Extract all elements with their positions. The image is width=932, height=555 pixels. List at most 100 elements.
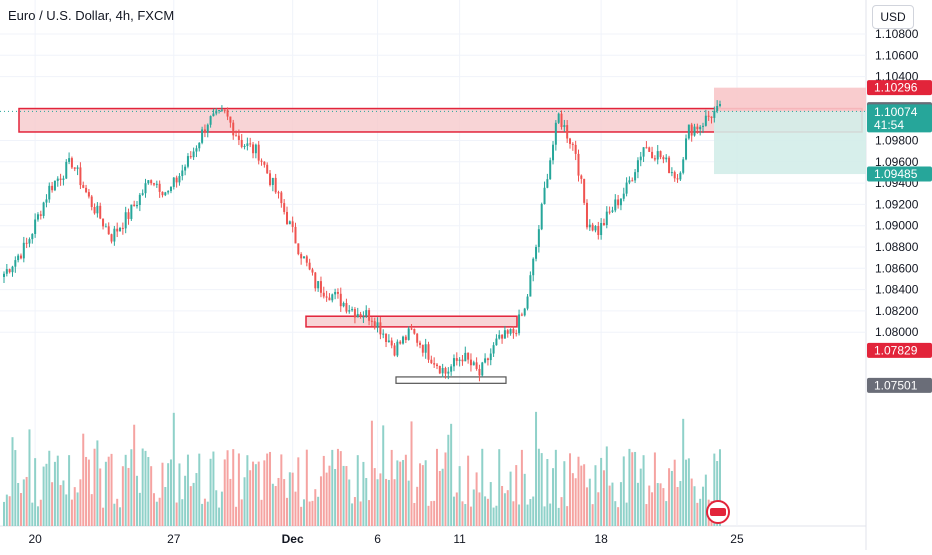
candle-body	[571, 143, 574, 145]
candle-body	[68, 158, 71, 162]
candle-body	[569, 138, 571, 144]
volume-bar	[685, 459, 688, 526]
candle-body	[286, 211, 288, 225]
candle-body	[404, 336, 407, 340]
candle-body	[79, 167, 82, 186]
candle-body	[365, 310, 368, 317]
candle-body	[252, 144, 255, 154]
volume-bar	[716, 461, 719, 526]
volume-bar	[209, 458, 212, 526]
candle-body	[136, 205, 139, 207]
volume-bar	[215, 490, 218, 526]
candle-body	[583, 178, 586, 203]
candle-body	[387, 340, 390, 343]
candle-body	[503, 330, 506, 339]
candle-body	[416, 333, 419, 343]
candle-body	[31, 233, 34, 240]
volume-bar	[319, 476, 322, 526]
volume-bar	[28, 429, 31, 526]
candle-body	[201, 129, 204, 143]
candle-body	[342, 303, 345, 307]
candle-body	[653, 158, 656, 160]
candle-body	[484, 358, 487, 363]
candle-body	[300, 254, 303, 259]
volume-bar	[110, 453, 113, 526]
volume-bar	[127, 467, 130, 526]
candle-body	[393, 345, 396, 356]
volume-bar	[549, 503, 552, 526]
x-tick-label: 6	[374, 532, 381, 546]
candle-body	[464, 352, 467, 362]
candle-body	[206, 124, 209, 133]
volume-bar	[362, 461, 365, 526]
volume-bar	[693, 486, 696, 526]
volume-bar	[59, 485, 62, 526]
candle-body	[184, 166, 187, 171]
candle-body	[22, 242, 25, 259]
volume-bar	[447, 434, 450, 526]
candle-body	[385, 333, 388, 343]
volume-bar	[345, 466, 348, 526]
volume-bar	[308, 501, 311, 526]
candle-body	[42, 202, 45, 216]
volume-bar	[11, 437, 14, 526]
volume-bar	[407, 480, 410, 526]
candle-body	[70, 158, 73, 168]
candle-body	[704, 115, 707, 126]
candle-body	[99, 205, 102, 219]
candle-body	[591, 224, 594, 231]
volume-bar	[365, 478, 368, 526]
candle-body	[73, 167, 76, 169]
candle-body	[676, 178, 679, 180]
volume-bar	[642, 455, 645, 526]
volume-bar	[178, 463, 181, 526]
volume-bar	[269, 451, 272, 526]
candle-body	[673, 172, 676, 179]
candle-body	[96, 205, 99, 214]
volume-bar	[605, 446, 608, 526]
candle-body	[76, 167, 79, 169]
tradingview-logo-icon[interactable]	[706, 500, 730, 524]
candle-body	[472, 362, 475, 366]
candle-body	[495, 338, 498, 346]
volume-bar	[563, 461, 566, 526]
volume-bar	[569, 453, 571, 526]
take-profit-label-bg	[867, 166, 932, 182]
volume-bar	[252, 461, 255, 526]
volume-bar	[506, 490, 509, 526]
candle-body	[297, 243, 300, 255]
candle-body	[608, 211, 611, 213]
candle-body	[246, 143, 249, 146]
volume-bar	[195, 473, 198, 526]
candle-body	[438, 366, 441, 374]
volume-bar	[325, 472, 328, 526]
currency-button[interactable]: USD	[872, 5, 914, 29]
candle-body	[62, 178, 65, 180]
price-axis[interactable]: 1.10800 1.10600 1.10400 1.09800 1.096001.094…	[875, 27, 919, 339]
volume-bar	[668, 468, 671, 526]
stop-loss-price-label: 1.10296	[874, 81, 918, 95]
volume-bar	[458, 466, 461, 526]
candle-body	[232, 122, 235, 136]
volume-bar	[235, 506, 238, 526]
x-tick-label: 18	[594, 532, 608, 546]
volume-bar	[322, 455, 325, 526]
candle-body	[226, 110, 229, 117]
candle-body	[588, 224, 591, 228]
volume-bar	[17, 482, 20, 526]
time-axis[interactable]: 20 27 Dec 6 11 18 25	[28, 532, 744, 546]
candle-body	[501, 334, 504, 339]
volume-bar	[260, 499, 263, 526]
volume-bar	[155, 501, 158, 526]
drawing-zones[interactable]	[0, 87, 866, 384]
volume-bar	[546, 459, 549, 526]
volume-bar	[93, 448, 96, 526]
volume-bar	[571, 473, 574, 526]
volume-bar	[399, 461, 402, 526]
line-price-label: 1.07829	[874, 343, 918, 357]
candle-body	[164, 192, 167, 196]
candle-body	[645, 147, 648, 149]
candle-body	[707, 115, 710, 117]
